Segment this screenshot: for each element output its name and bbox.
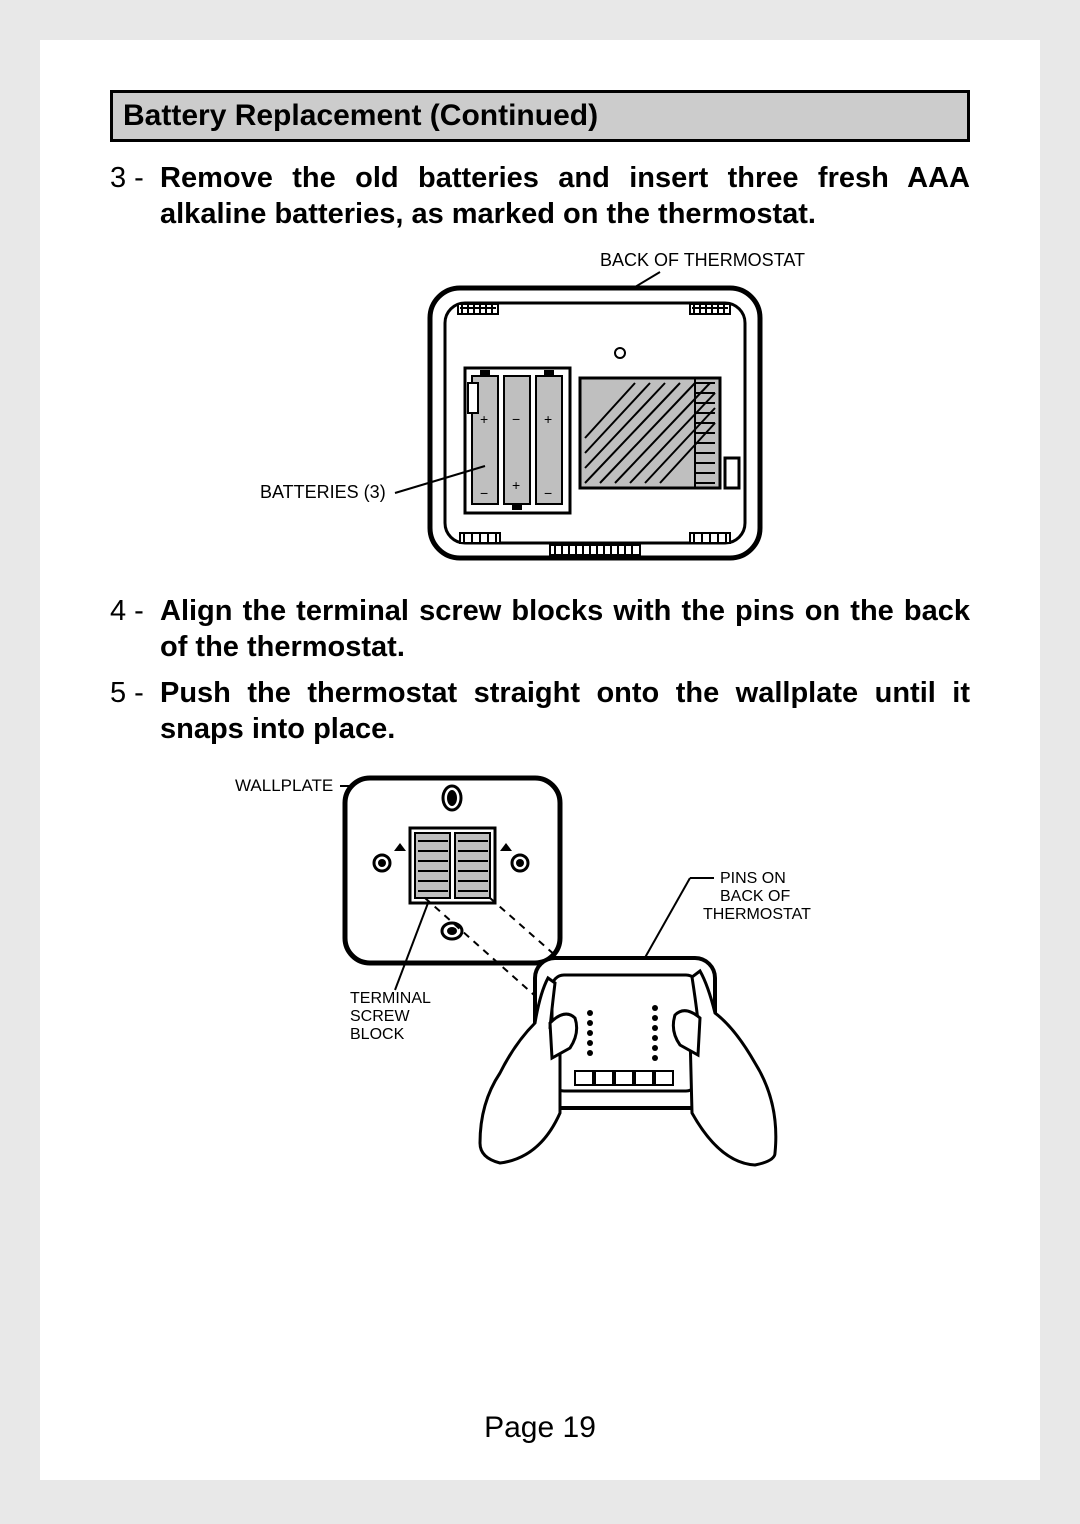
page-container: Battery Replacement (Continued) 3 - Remo… [40,40,1040,1480]
figure-batteries: BACK OF THERMOSTAT [110,248,970,568]
hole-icon [615,348,625,358]
svg-text:+: + [544,411,552,427]
label-pins-3: THERMOSTAT [703,906,811,923]
wallplate-diagram: WALLPLATE TE [180,763,900,1183]
label-batteries: BATTERIES (3) [260,482,386,502]
svg-text:−: − [512,411,520,427]
mount-hole-top-inner [447,790,457,806]
label-pins-1: PINS ON [720,870,786,887]
step-text: Push the thermostat straight onto the wa… [160,675,970,748]
step-num: 3 - [110,160,160,233]
label-pins-2: BACK OF [720,888,790,905]
step-text: Align the terminal screw blocks with the… [160,593,970,666]
svg-text:+: + [480,411,488,427]
step-num: 5 - [110,675,160,748]
svg-text:+: + [512,477,520,493]
step-4: 4 - Align the terminal screw blocks with… [110,593,970,666]
section-header-text: Battery Replacement (Continued) [123,99,598,132]
left-hand-icon [480,978,560,1163]
right-hand-icon [690,971,776,1165]
batteries-group: + − − + + − [468,370,562,510]
page-number: Page 19 [484,1411,596,1444]
thermostat-back-diagram: BACK OF THERMOSTAT [240,248,840,568]
step-3: 3 - Remove the old batteries and insert … [110,160,970,233]
figure-wallplate: WALLPLATE TE [110,763,970,1183]
mount-hole-bottom-inner [447,927,457,935]
svg-text:−: − [480,485,488,501]
label-terminal-3: BLOCK [350,1026,405,1043]
step-num: 4 - [110,593,160,666]
step-text: Remove the old batteries and insert thre… [160,160,970,233]
label-wallplate: WALLPLATE [235,776,333,795]
label-terminal-2: SCREW [350,1008,410,1025]
side-clip [725,458,739,488]
svg-text:−: − [544,485,552,501]
label-back-of-thermostat: BACK OF THERMOSTAT [600,250,805,270]
page-footer: Page 19 [40,1411,1040,1445]
section-header: Battery Replacement (Continued) [110,90,970,142]
label-terminal-1: TERMINAL [350,990,431,1007]
step-5: 5 - Push the thermostat straight onto th… [110,675,970,748]
